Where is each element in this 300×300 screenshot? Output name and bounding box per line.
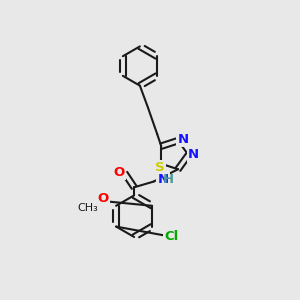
Text: N: N xyxy=(158,173,169,186)
Text: CH₃: CH₃ xyxy=(77,203,98,213)
Text: O: O xyxy=(97,192,109,205)
Text: N: N xyxy=(178,133,189,146)
Text: N: N xyxy=(188,148,199,161)
Text: S: S xyxy=(155,161,165,174)
Text: Cl: Cl xyxy=(164,230,179,244)
Text: O: O xyxy=(113,166,125,179)
Text: H: H xyxy=(163,173,174,186)
